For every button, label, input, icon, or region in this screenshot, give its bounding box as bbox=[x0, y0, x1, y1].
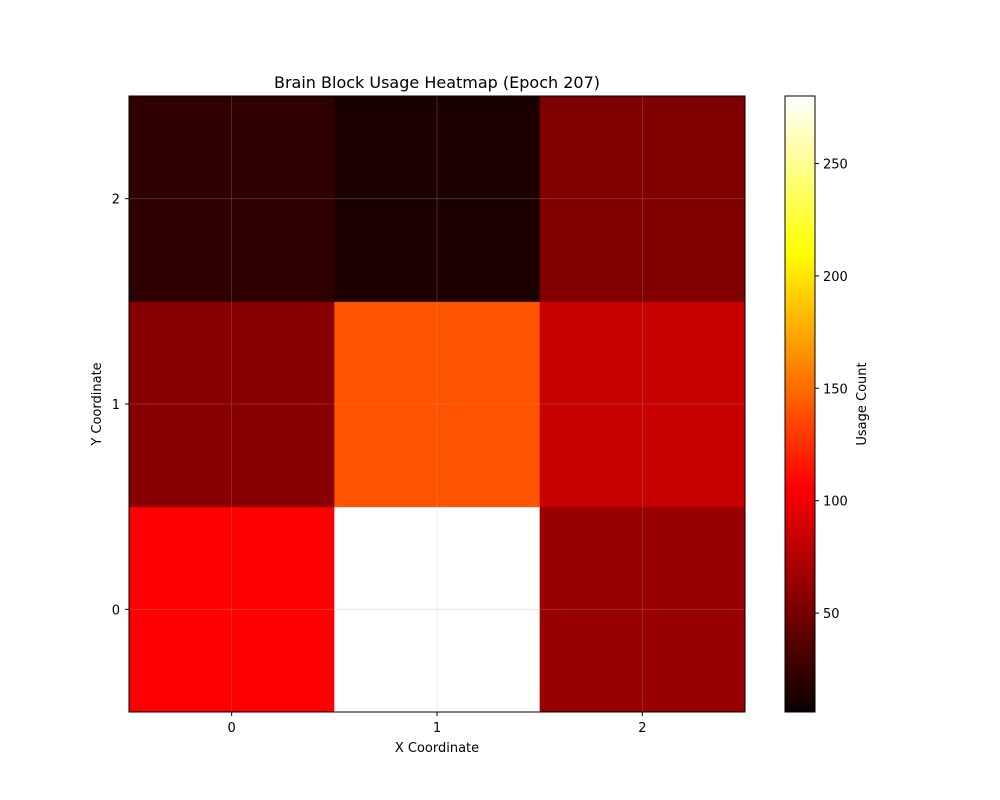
heatmap-cells bbox=[129, 96, 746, 713]
colorbar bbox=[784, 95, 816, 713]
colorbar-tick-label: 100 bbox=[823, 495, 848, 510]
heatmap-cell bbox=[539, 96, 746, 302]
colorbar-ticks: 50 100 150 200 250 bbox=[815, 157, 848, 622]
chart-title: Brain Block Usage Heatmap (Epoch 207) bbox=[274, 73, 600, 92]
heatmap-cell bbox=[539, 506, 746, 713]
x-tick-label: 0 bbox=[228, 721, 236, 736]
heatmap-cell bbox=[334, 506, 541, 713]
x-axis-label: X Coordinate bbox=[395, 741, 479, 756]
colorbar-label: Usage Count bbox=[855, 362, 870, 445]
grid-lines bbox=[129, 96, 745, 712]
y-tick-label: 0 bbox=[112, 603, 120, 618]
colorbar-tick-label: 250 bbox=[823, 157, 848, 172]
x-axis-ticks: 0 1 2 bbox=[228, 712, 646, 736]
x-tick-label: 1 bbox=[433, 721, 441, 736]
y-axis-label: Y Coordinate bbox=[90, 362, 105, 446]
colorbar-tick-label: 50 bbox=[823, 607, 840, 622]
y-tick-label: 2 bbox=[112, 193, 120, 208]
y-tick-label: 1 bbox=[112, 398, 120, 413]
colorbar-tick-label: 200 bbox=[823, 270, 848, 285]
heatmap-cell bbox=[129, 506, 335, 713]
heatmap-cell bbox=[129, 96, 335, 302]
x-tick-label: 2 bbox=[638, 721, 646, 736]
heatmap-cell bbox=[539, 301, 746, 508]
heatmap-cell bbox=[129, 301, 335, 508]
heatmap-cell bbox=[334, 301, 541, 508]
heatmap-cell bbox=[334, 96, 541, 302]
y-axis-ticks: 0 1 2 bbox=[112, 193, 129, 618]
colorbar-tick-label: 150 bbox=[823, 382, 848, 397]
